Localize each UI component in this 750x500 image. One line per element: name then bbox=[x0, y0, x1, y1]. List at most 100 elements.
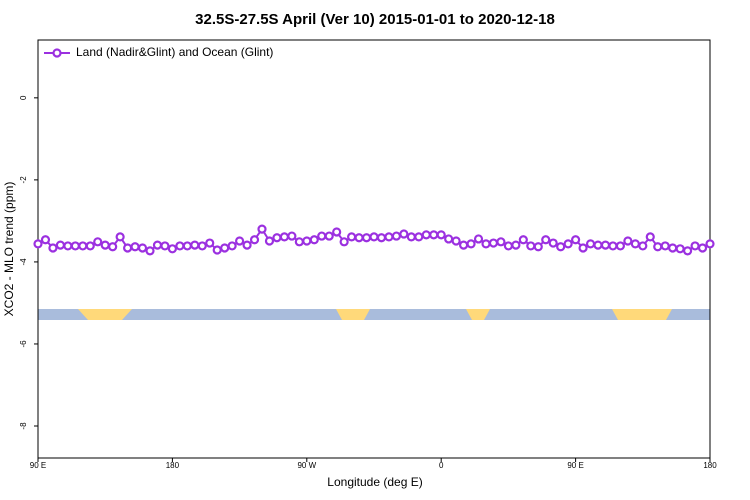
data-point bbox=[690, 241, 700, 251]
data-point bbox=[33, 239, 43, 249]
data-point bbox=[406, 232, 416, 242]
data-point bbox=[272, 233, 282, 243]
data-point bbox=[660, 241, 670, 251]
plot-frame bbox=[37, 39, 711, 459]
data-point bbox=[697, 243, 708, 253]
y-tick-label: -2 bbox=[19, 176, 28, 184]
data-point bbox=[63, 241, 73, 251]
data-point bbox=[212, 245, 222, 255]
x-tick-label: 90 W bbox=[297, 461, 316, 470]
x-tick-label: 90 E bbox=[567, 461, 583, 470]
data-point bbox=[653, 242, 663, 252]
data-point bbox=[526, 241, 536, 251]
data-point bbox=[145, 246, 155, 256]
x-tick-label: 180 bbox=[703, 461, 717, 470]
data-point bbox=[600, 240, 611, 250]
data-point bbox=[593, 240, 603, 250]
data-point bbox=[630, 239, 640, 249]
data-point bbox=[93, 237, 103, 247]
data-point bbox=[317, 231, 327, 241]
data-point bbox=[108, 242, 118, 252]
data-point bbox=[668, 243, 678, 253]
data-point bbox=[481, 239, 491, 249]
data-point bbox=[294, 237, 304, 247]
data-point bbox=[227, 241, 237, 251]
data-point bbox=[347, 232, 357, 242]
data-point bbox=[444, 234, 454, 244]
data-point bbox=[421, 230, 431, 240]
x-tick-label: 90 E bbox=[30, 461, 46, 470]
data-point bbox=[518, 235, 528, 245]
data-point bbox=[570, 235, 581, 245]
data-point bbox=[436, 230, 446, 240]
data-point bbox=[556, 242, 566, 252]
data-point bbox=[354, 233, 364, 243]
data-point bbox=[473, 234, 484, 244]
data-point bbox=[682, 246, 693, 256]
data-point bbox=[264, 236, 275, 246]
data-point bbox=[249, 235, 260, 245]
data-point bbox=[160, 241, 170, 251]
data-point bbox=[257, 224, 267, 234]
data-point bbox=[503, 241, 513, 251]
data-point bbox=[399, 229, 409, 239]
data-point bbox=[511, 240, 521, 250]
data-point bbox=[332, 227, 342, 237]
data-point bbox=[205, 238, 215, 248]
data-point bbox=[541, 235, 551, 245]
data-point bbox=[638, 241, 648, 251]
data-point bbox=[705, 239, 715, 249]
data-point bbox=[563, 239, 573, 249]
data-point bbox=[220, 243, 230, 253]
data-point bbox=[175, 241, 185, 251]
data-point bbox=[615, 241, 626, 251]
x-tick-label: 0 bbox=[439, 461, 444, 470]
x-axis-label: Longitude (deg E) bbox=[327, 475, 422, 489]
data-point bbox=[302, 236, 312, 246]
data-point bbox=[122, 243, 133, 253]
data-point bbox=[100, 240, 110, 250]
data-point bbox=[548, 238, 558, 248]
data-point bbox=[130, 242, 140, 252]
y-tick-label: 0 bbox=[19, 95, 28, 100]
data-point bbox=[287, 231, 297, 241]
data-point bbox=[585, 239, 596, 249]
data-point bbox=[376, 233, 387, 243]
data-point bbox=[429, 230, 439, 240]
data-point bbox=[235, 236, 245, 246]
data-point bbox=[369, 232, 379, 242]
data-point bbox=[361, 233, 372, 243]
data-point bbox=[55, 240, 66, 250]
data-point bbox=[48, 243, 58, 253]
data-point bbox=[578, 243, 588, 253]
y-tick-label: -8 bbox=[19, 422, 28, 430]
data-point bbox=[384, 232, 394, 242]
data-point bbox=[190, 240, 200, 250]
data-point bbox=[152, 240, 163, 250]
data-point bbox=[339, 237, 349, 247]
chart-title: 32.5S-27.5S April (Ver 10) 2015-01-01 to… bbox=[195, 11, 555, 28]
map-strip bbox=[38, 309, 710, 320]
y-axis-label: XCO2 - MLO trend (ppm) bbox=[2, 182, 16, 317]
data-point bbox=[309, 235, 319, 245]
data-point bbox=[78, 241, 88, 251]
data-point bbox=[608, 241, 618, 251]
data-point bbox=[242, 240, 252, 250]
data-point bbox=[675, 244, 685, 254]
data-point bbox=[115, 232, 125, 242]
data-point bbox=[197, 241, 207, 251]
data-point bbox=[70, 241, 80, 251]
data-point bbox=[324, 231, 334, 241]
data-point bbox=[451, 236, 461, 246]
data-point bbox=[182, 241, 192, 251]
data-point bbox=[466, 239, 476, 249]
data-point bbox=[279, 232, 289, 242]
data-point bbox=[40, 235, 51, 245]
data-point bbox=[391, 231, 401, 241]
legend-label: Land (Nadir&Glint) and Ocean (Glint) bbox=[76, 45, 273, 59]
y-tick-label: -4 bbox=[19, 258, 28, 266]
legend-marker bbox=[52, 48, 62, 58]
data-point bbox=[85, 241, 95, 251]
data-point bbox=[459, 240, 469, 250]
